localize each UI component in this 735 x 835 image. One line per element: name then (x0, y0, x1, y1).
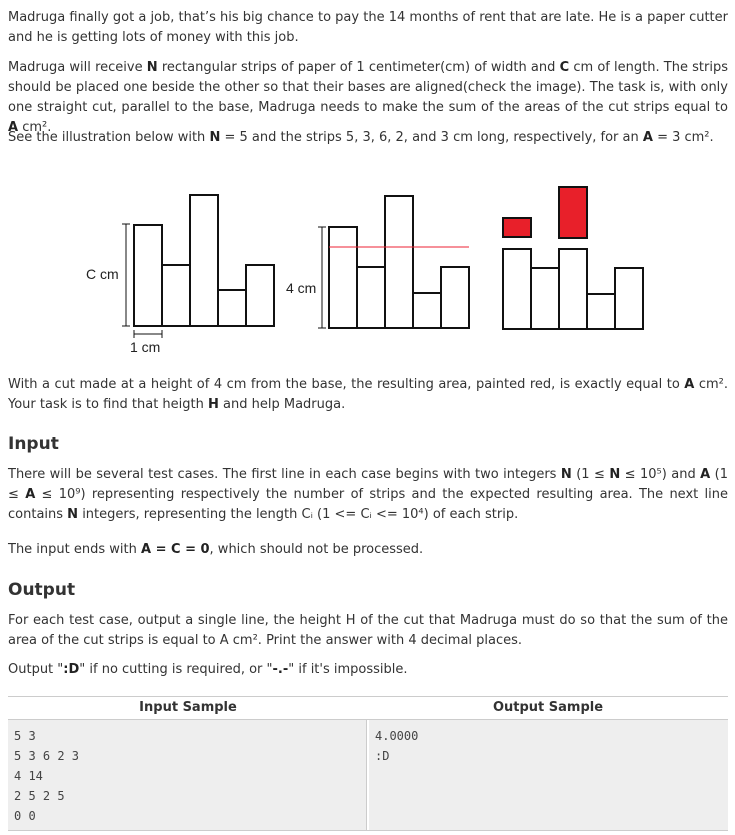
bold-text: A (684, 377, 695, 392)
sample-line: 5 3 (14, 729, 36, 743)
bold-text: A (25, 487, 36, 502)
paragraph: See the illustration below with N = 5 an… (8, 128, 728, 148)
text: Output " (8, 662, 64, 677)
text: = 5 and the strips 5, 3, 6, 2, and 3 cm … (220, 130, 643, 145)
text: cm². Your task is to find that heigth (8, 377, 728, 412)
output-sample: 4.0000 :D (369, 720, 728, 830)
heading: Output (8, 580, 76, 600)
sample-line: 2 5 2 5 (14, 789, 65, 803)
table-header: Output Sample (368, 697, 728, 720)
bold-text: A (700, 467, 711, 482)
bold-text: N (209, 130, 221, 145)
text: There will be several test cases. The fi… (8, 467, 561, 482)
input-sample: 5 3 5 3 6 2 3 4 14 2 5 2 5 0 0 (8, 720, 367, 830)
bold-text: H (208, 397, 219, 412)
paragraph: With a cut made at a height of 4 cm from… (8, 375, 728, 415)
bold-text: N (609, 467, 621, 482)
text: ≤ 10⁵) and (620, 467, 701, 482)
paragraph: The input ends with A = C = 0, which sho… (8, 540, 728, 560)
text: cm². (18, 120, 52, 135)
paragraph: Madruga will receive N rectangular strip… (8, 58, 728, 138)
text: cm of length. The strips should be place… (8, 60, 729, 115)
sample-line: 4 14 (14, 769, 43, 783)
label: 4 cm (286, 280, 316, 296)
label: 1 cm (130, 339, 160, 355)
text: Madruga will receive (8, 60, 147, 75)
text: " if it's impossible. (288, 662, 408, 677)
text: (1 ≤ (8, 467, 728, 502)
bold-text: N (67, 507, 79, 522)
text: ≤ 10⁹) representing respectively the num… (8, 487, 728, 522)
text: , which should not be processed. (209, 542, 424, 557)
text: " if no cutting is required, or " (79, 662, 273, 677)
sample-line: 4.0000 (375, 729, 419, 743)
text: (1 ≤ (571, 467, 610, 482)
bold-text: N (560, 467, 572, 482)
sample-line: 5 3 6 2 3 (14, 749, 80, 763)
text: With a cut made at a height of 4 cm from… (8, 377, 685, 392)
paragraph: Output ":D" if no cutting is required, o… (8, 660, 728, 680)
text: For each test case, output a single line… (8, 613, 728, 648)
bold-text: A (8, 120, 19, 135)
text: rectangular strips of paper of 1 centime… (157, 60, 560, 75)
text: integers, representing the length Cᵢ (1 … (78, 507, 519, 522)
illustration: C cm 1 cm 4 cm (86, 186, 644, 355)
paragraph: For each test case, output a single line… (8, 611, 728, 651)
sample-table: Input Sample Output Sample 5 3 5 3 6 2 3 4… (8, 696, 728, 831)
bold-text: C (559, 60, 570, 75)
bold-text: -.- (272, 662, 289, 677)
heading: Input (8, 434, 59, 454)
bold-text: A (642, 130, 653, 145)
paragraph: There will be several test cases. The fi… (8, 465, 728, 525)
bold-text: :D (63, 662, 80, 677)
sample-line: :D (375, 749, 390, 763)
bold-text: A = C = 0 (141, 542, 210, 557)
text: and help Madruga. (218, 397, 346, 412)
table-header: Input Sample (8, 697, 368, 720)
text: See the illustration below with (8, 130, 210, 145)
text: The input ends with (8, 542, 141, 557)
paragraph: Madruga finally got a job, that’s his bi… (8, 8, 728, 48)
sample-line: 0 0 (14, 809, 36, 823)
text: = 3 cm². (652, 130, 714, 145)
label: C cm (86, 266, 119, 282)
bold-text: N (146, 60, 158, 75)
text: Madruga finally got a job, that’s his bi… (8, 10, 728, 45)
